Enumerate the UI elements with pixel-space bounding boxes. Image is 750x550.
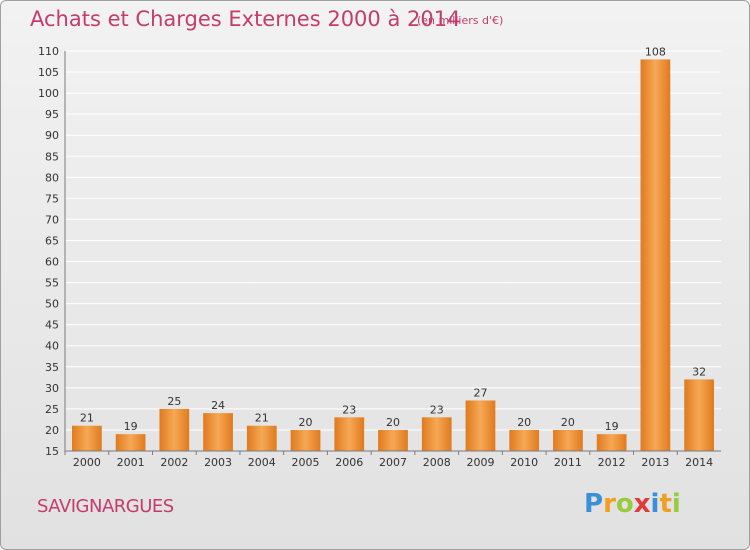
y-tick-label: 30 — [45, 382, 59, 395]
value-label-2010: 20 — [517, 416, 531, 429]
logo-letter: P — [584, 489, 604, 519]
bar-2003 — [203, 413, 233, 451]
x-tick-label: 2009 — [466, 456, 494, 469]
logo-letter: x — [633, 489, 651, 519]
value-label-2011: 20 — [561, 416, 575, 429]
x-tick-label: 2003 — [204, 456, 232, 469]
logo-letter: i — [650, 489, 660, 519]
logo-letter: r — [603, 489, 616, 519]
x-tick-label: 2013 — [641, 456, 669, 469]
y-tick-label: 25 — [45, 403, 59, 416]
x-tick-label: 2007 — [379, 456, 407, 469]
bars — [71, 59, 715, 451]
value-label-2007: 20 — [386, 416, 400, 429]
y-tick-label: 15 — [45, 445, 59, 458]
bar-2011 — [553, 429, 583, 451]
x-axis-ticks: 2000 2001 2002 2003 2004 2005 2006 2007 2008 2009… — [64, 451, 713, 469]
place-name: SAVIGNARGUES — [37, 496, 174, 517]
bar-2007 — [378, 429, 408, 451]
y-tick-label: 80 — [45, 171, 59, 184]
bar-2010 — [509, 429, 540, 451]
bar-2002 — [159, 408, 190, 451]
y-tick-label: 65 — [45, 234, 59, 247]
value-label-2006: 23 — [342, 403, 356, 416]
value-label-2014: 32 — [692, 365, 706, 378]
y-tick-label: 70 — [45, 213, 59, 226]
chart-title: Achats et Charges Externes 2000 à 2014 — [30, 7, 461, 31]
chart-subtitle: (en milliers d'€) — [417, 14, 504, 27]
value-label-2000: 21 — [80, 412, 94, 425]
y-tick-label: 45 — [45, 319, 59, 332]
bar-2001 — [115, 434, 146, 451]
value-label-2008: 23 — [430, 403, 444, 416]
y-tick-label: 75 — [45, 192, 59, 205]
y-tick-label: 85 — [45, 150, 59, 163]
y-tick-label: 60 — [45, 256, 59, 269]
bar-2012 — [596, 434, 627, 451]
bar-2014 — [684, 379, 715, 451]
x-tick-label: 2006 — [335, 456, 363, 469]
value-label-2005: 20 — [299, 416, 313, 429]
logo-letter: o — [615, 489, 634, 519]
x-tick-label: 2002 — [160, 456, 188, 469]
y-tick-label: 20 — [45, 424, 59, 437]
x-tick-label: 2000 — [73, 456, 101, 469]
y-tick-label: 90 — [45, 129, 59, 142]
y-tick-label: 40 — [45, 340, 59, 353]
x-tick-label: 2010 — [510, 456, 538, 469]
value-label-2002: 25 — [167, 395, 181, 408]
x-tick-label: 2012 — [598, 456, 626, 469]
bar-2005 — [290, 429, 321, 451]
x-tick-label: 2014 — [685, 456, 713, 469]
value-label-2012: 19 — [605, 420, 619, 433]
y-tick-label: 50 — [45, 298, 59, 311]
value-label-2004: 21 — [255, 412, 269, 425]
logo-letter: i — [671, 489, 681, 519]
y-axis-ticks: 15 20 25 30 35 40 45 50 55 60 65 70 75 80 85 90 95 100 105… — [38, 45, 59, 458]
value-label-2009: 27 — [473, 386, 487, 399]
bar-2006 — [334, 417, 365, 451]
bar-2000 — [71, 425, 102, 451]
y-tick-label: 105 — [38, 66, 59, 79]
bar-2013 — [640, 59, 671, 451]
y-tick-label: 35 — [45, 361, 59, 374]
y-tick-label: 110 — [38, 45, 59, 58]
y-tick-label: 95 — [45, 108, 59, 121]
bar-2004 — [246, 425, 277, 451]
x-tick-label: 2011 — [554, 456, 582, 469]
value-label-2013: 108 — [645, 45, 666, 58]
x-tick-label: 2004 — [248, 456, 276, 469]
y-tick-label: 100 — [38, 87, 59, 100]
x-tick-label: 2008 — [423, 456, 451, 469]
logo-letter: t — [659, 489, 672, 519]
value-label-2001: 19 — [124, 420, 138, 433]
grid-lines — [65, 50, 721, 452]
y-tick-label: 55 — [45, 277, 59, 290]
axes — [64, 51, 721, 452]
proxiti-logo: Proxiti — [584, 489, 681, 519]
bar-2009 — [465, 400, 496, 451]
x-tick-label: 2001 — [117, 456, 145, 469]
value-label-2003: 24 — [211, 399, 225, 412]
x-tick-label: 2005 — [292, 456, 320, 469]
value-labels: 21 19 25 24 21 20 23 20 23 27 20 20 19 108 32 — [80, 45, 706, 433]
bar-2008 — [421, 417, 452, 451]
